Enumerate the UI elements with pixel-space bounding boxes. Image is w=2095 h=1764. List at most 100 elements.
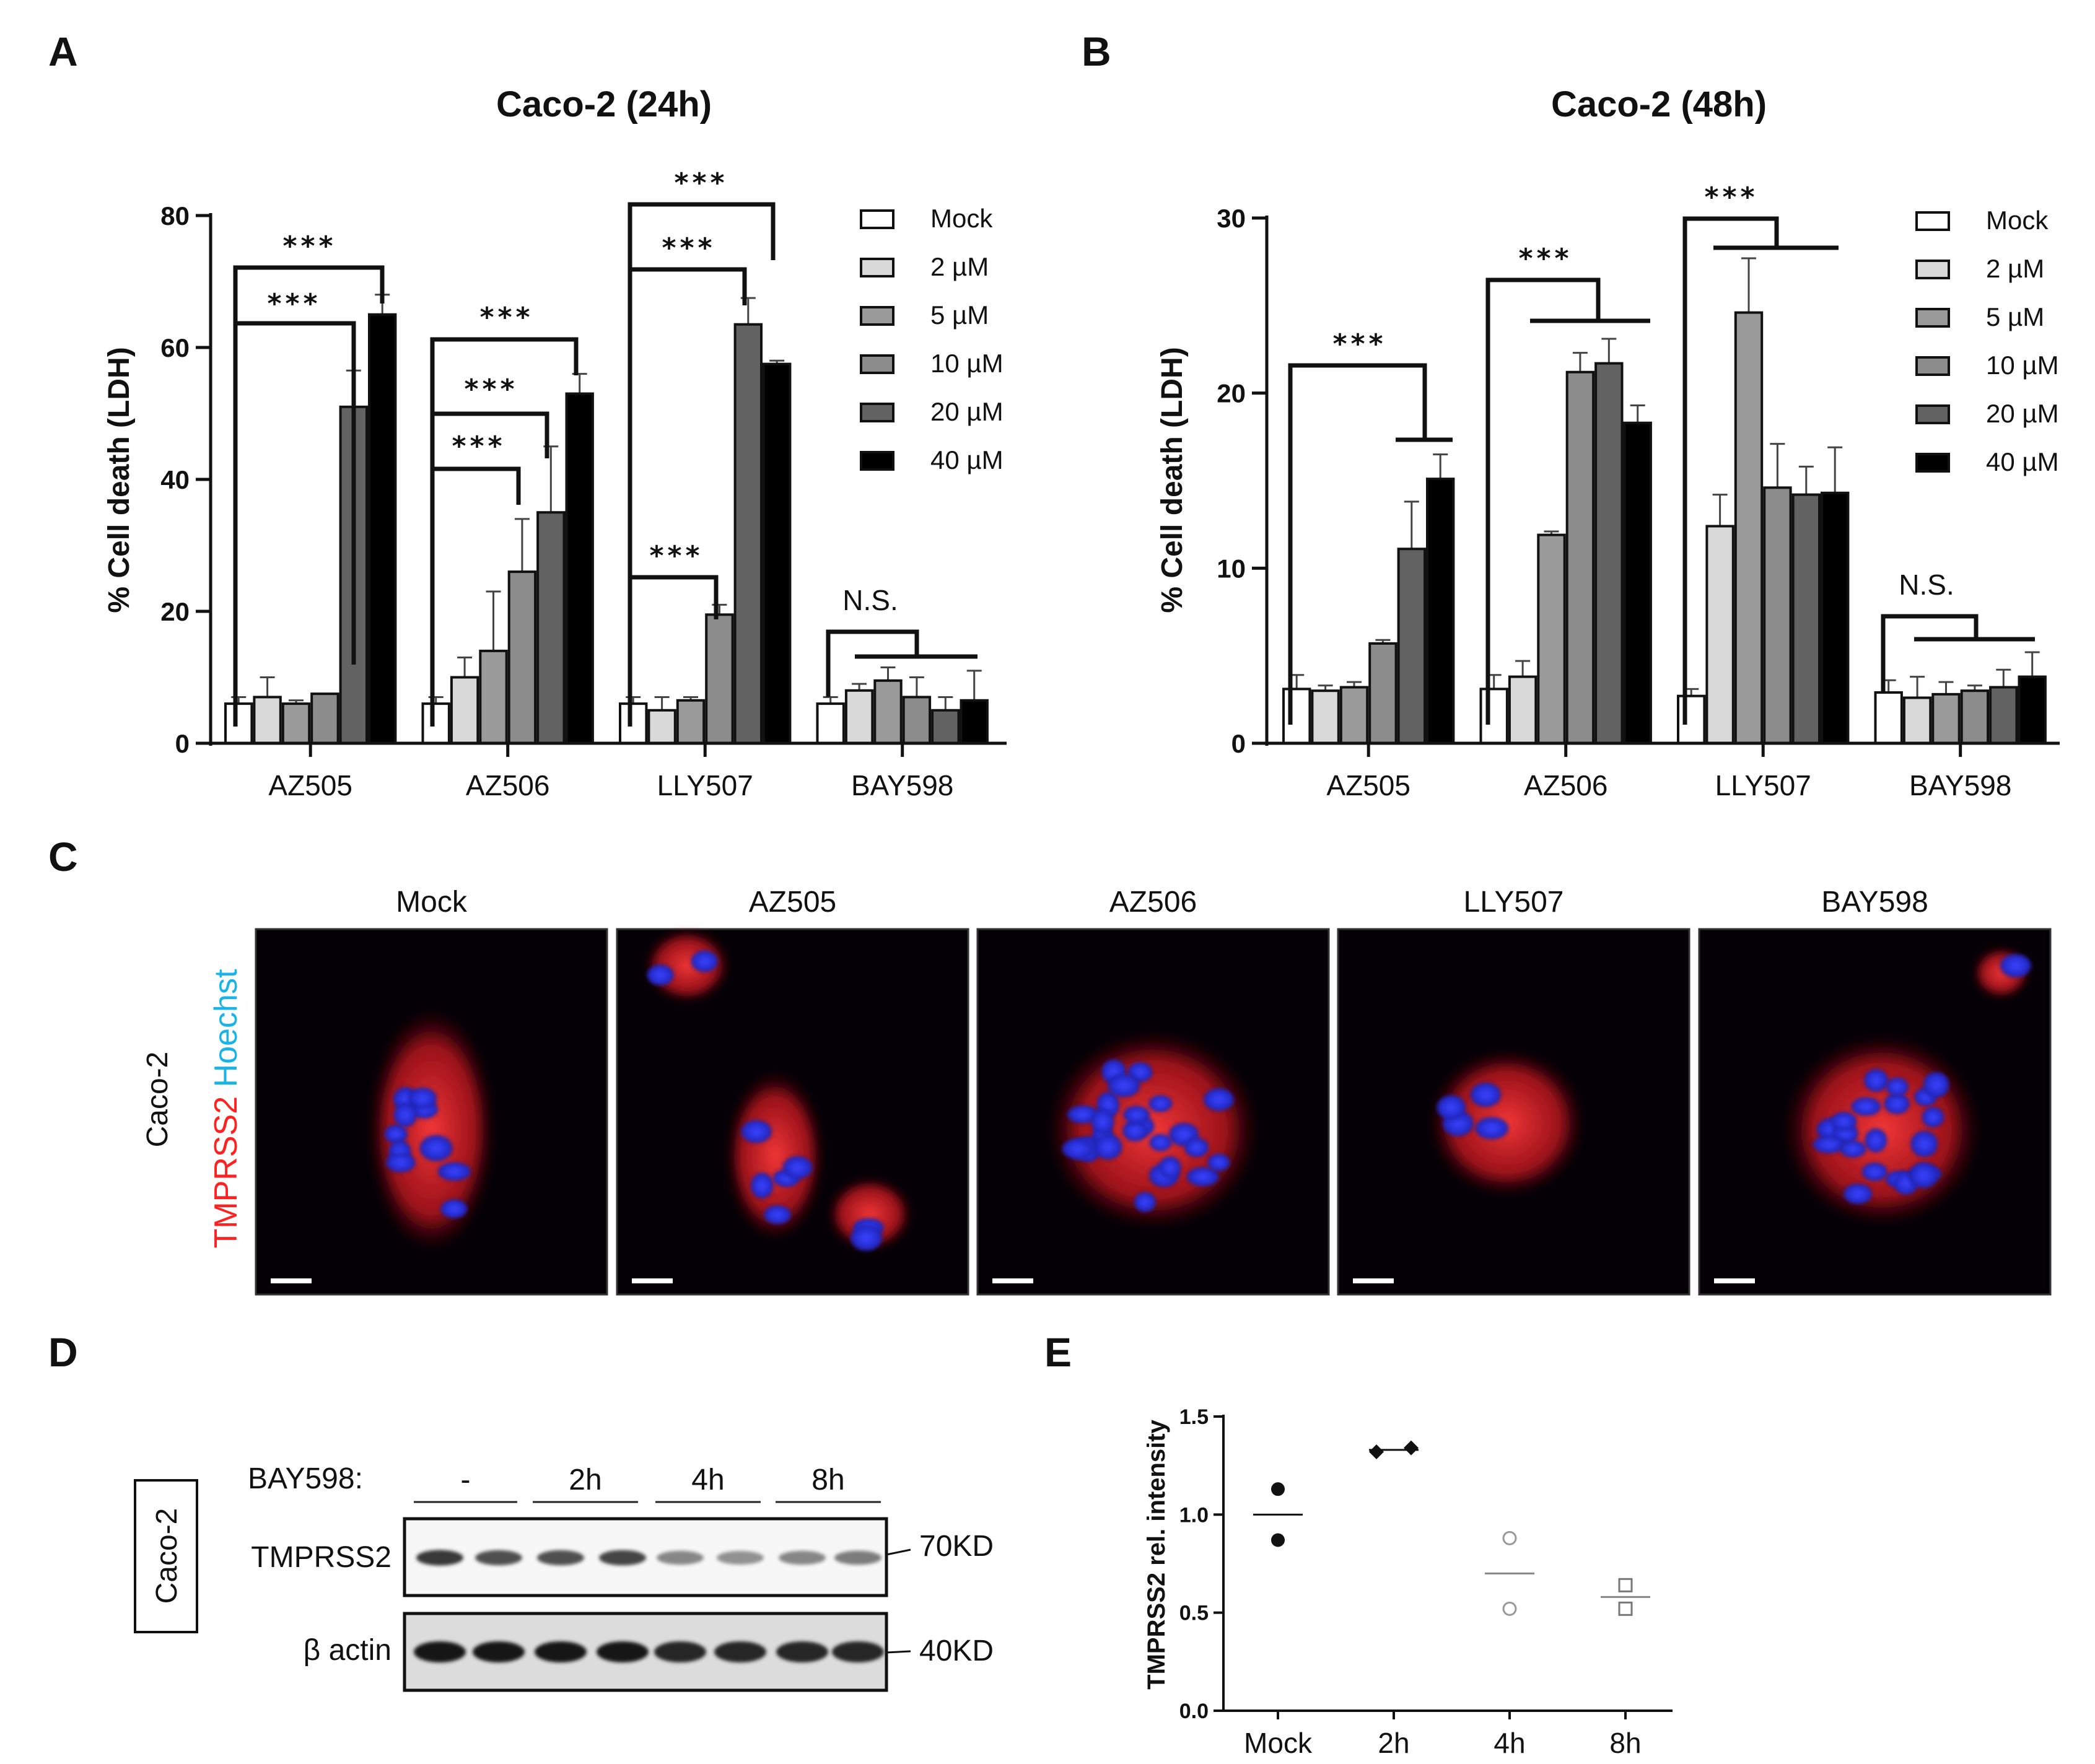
sig-stars: *** [452,430,505,462]
bar-LLY507-20 µM [1791,493,1821,744]
lane-label: 2h [569,1464,601,1496]
bar-AZ506-5 µM [1537,533,1566,744]
lane-label: 4h [691,1464,724,1496]
cell-cluster [368,1009,495,1251]
band-tmprss2 [779,1550,826,1565]
bar-AZ506-2 µM [450,676,479,744]
data-point [1502,1601,1517,1616]
data-point [1502,1530,1517,1545]
band-actin [414,1641,466,1662]
chart-a-significance: *** *** *** *** *** *** *** *** N.S. [233,167,978,727]
bar-AZ505-5 µM [281,702,311,744]
y-tick-label: 20 [1217,379,1246,408]
x-category-label: AZ506 [1524,769,1608,801]
cell-cluster [725,1072,824,1240]
sig-bracket [430,337,579,414]
nucleus [1922,1106,1944,1128]
bar-LLY507-40 µM [1821,491,1850,745]
band-label-tmprss2: TMPRSS2 [251,1541,391,1574]
bar-AZ505-10 µM [310,692,339,744]
nucleus [1812,1135,1846,1154]
nucleus [1107,1073,1141,1098]
nucleus [1863,1068,1889,1093]
x-category-label: BAY598 [851,769,953,801]
sig-bracket [628,202,776,269]
panel-b-chart: Caco-2 (48h) % Cell death (LDH) 0102030 … [1156,84,2060,801]
data-point [1271,1482,1285,1496]
sig-stars: *** [649,540,703,572]
legend-swatch [1915,308,1950,328]
bar-BAY598-10 µM [1960,689,1990,744]
band-label-actin: β actin [304,1634,391,1667]
nucleus [1207,1153,1231,1172]
x-category-label: AZ505 [1326,769,1411,801]
nucleus [1122,1105,1150,1124]
legend-label: 20 µM [930,397,1004,426]
bar-AZ506-10 µM [507,570,537,744]
cell-line-box [134,1479,198,1633]
chart-a-ylabel: % Cell death (LDH) [103,347,136,613]
bar-LLY507-5 µM [1734,311,1764,744]
panel-label-b: B [1082,28,1111,74]
marker-40kd: 40KD [919,1635,994,1667]
band-tmprss2 [717,1551,764,1565]
sig-bracket [430,411,549,469]
nucleus [1203,1088,1235,1112]
band-actin [597,1641,649,1662]
stain-legend: TMPRSS2 Hoechst [208,969,244,1248]
band-tmprss2 [537,1550,584,1566]
bar-LLY507-40 µM [763,362,792,744]
nucleus [408,1087,437,1110]
bar-AZ505-10 µM [1368,642,1397,744]
y-tick-label: 0.5 [1179,1602,1209,1625]
bar-AZ506-Mock [1479,688,1508,744]
bar-BAY598-20 µM [931,709,960,744]
bar-LLY507-20 µM [733,323,763,744]
y-tick-label: 40 [160,465,190,494]
lane-label: - [461,1464,471,1496]
nucleus [782,1155,813,1180]
bar-LLY507-10 µM [705,613,734,745]
nucleus [646,964,675,986]
nucleus [740,1119,772,1144]
bar-AZ506-40 µM [565,392,594,744]
nucleus [1090,1108,1115,1135]
bar-LLY507-2 µM [647,709,676,744]
bar-AZ506-20 µM [536,511,566,744]
nucleus [1436,1094,1467,1120]
bar-BAY598-Mock [1874,691,1903,744]
nucleus [419,1134,453,1162]
nucleus [1184,1137,1209,1158]
x-category-label: 8h [1609,1727,1641,1759]
nucleus [1861,1162,1888,1182]
sig-bracket [430,466,521,727]
band-tmprss2 [416,1550,463,1566]
legend-swatch [1915,260,1950,279]
legend-label: 2 µM [930,252,989,281]
bar-BAY598-10 µM [902,696,932,744]
bar-AZ505-2 µM [253,696,282,744]
bar-AZ506-10 µM [1565,370,1595,744]
nucleus [1909,1161,1939,1189]
band-actin [832,1641,884,1662]
bar-AZ506-40 µM [1623,421,1652,744]
chart-b-ylabel: % Cell death (LDH) [1156,347,1189,613]
sig-stars: *** [464,373,518,405]
bar-LLY507-2 µM [1705,525,1734,744]
nucleus [2000,953,2032,978]
treatment-label: BAY598: [248,1462,363,1495]
legend-label: Mock [1986,206,2049,235]
chart-a-title: Caco-2 (24h) [496,84,712,124]
sig-bracket [1881,614,1979,694]
sig-bracket [233,265,385,323]
sig-bracket [628,267,747,577]
legend-swatch [860,209,894,229]
legend-swatch [860,306,894,326]
nucleus [384,1124,408,1145]
nucleus [1850,1097,1882,1116]
band-actin [535,1641,587,1662]
sig-stars: *** [1518,243,1572,274]
image-column-title: LLY507 [1464,886,1564,919]
nucleus [1186,1166,1220,1187]
